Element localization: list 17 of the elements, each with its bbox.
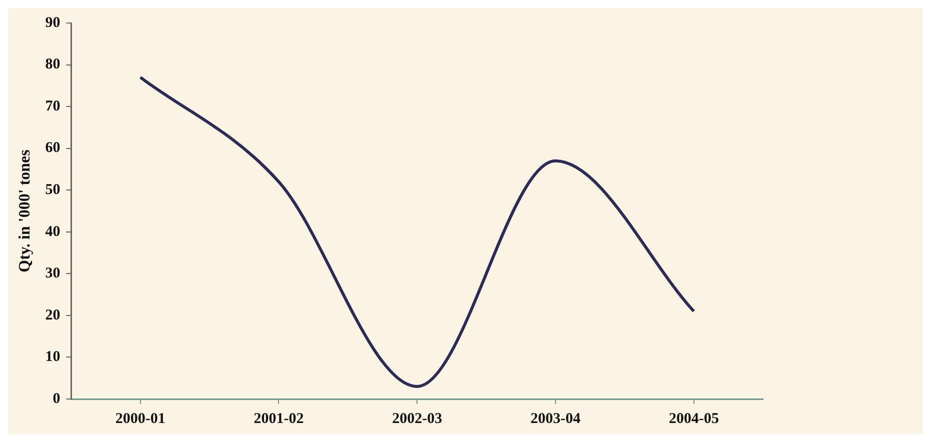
x-tick-label: 2000-01 bbox=[115, 410, 166, 427]
y-tick-label: 40 bbox=[45, 224, 60, 240]
y-tick-label: 90 bbox=[45, 14, 60, 31]
y-tick-label: 60 bbox=[45, 140, 60, 156]
x-tick-label: 2001-02 bbox=[254, 410, 304, 427]
y-tick-label: 20 bbox=[45, 307, 60, 324]
line-series bbox=[138, 76, 696, 388]
y-tick-label: 50 bbox=[45, 182, 60, 198]
y-tick-label: 70 bbox=[45, 98, 60, 114]
x-tick-label: 2003-04 bbox=[530, 410, 581, 427]
x-tick-label: 2002-03 bbox=[392, 410, 442, 427]
y-tick-label: 0 bbox=[52, 390, 60, 407]
y-axis-title: Qty. in '000' tones bbox=[16, 150, 34, 272]
x-tick-label: 2004-05 bbox=[668, 410, 719, 427]
y-tick-label: 80 bbox=[45, 56, 60, 73]
y-tick-label: 30 bbox=[45, 266, 60, 282]
y-tick-label: 10 bbox=[45, 349, 60, 366]
